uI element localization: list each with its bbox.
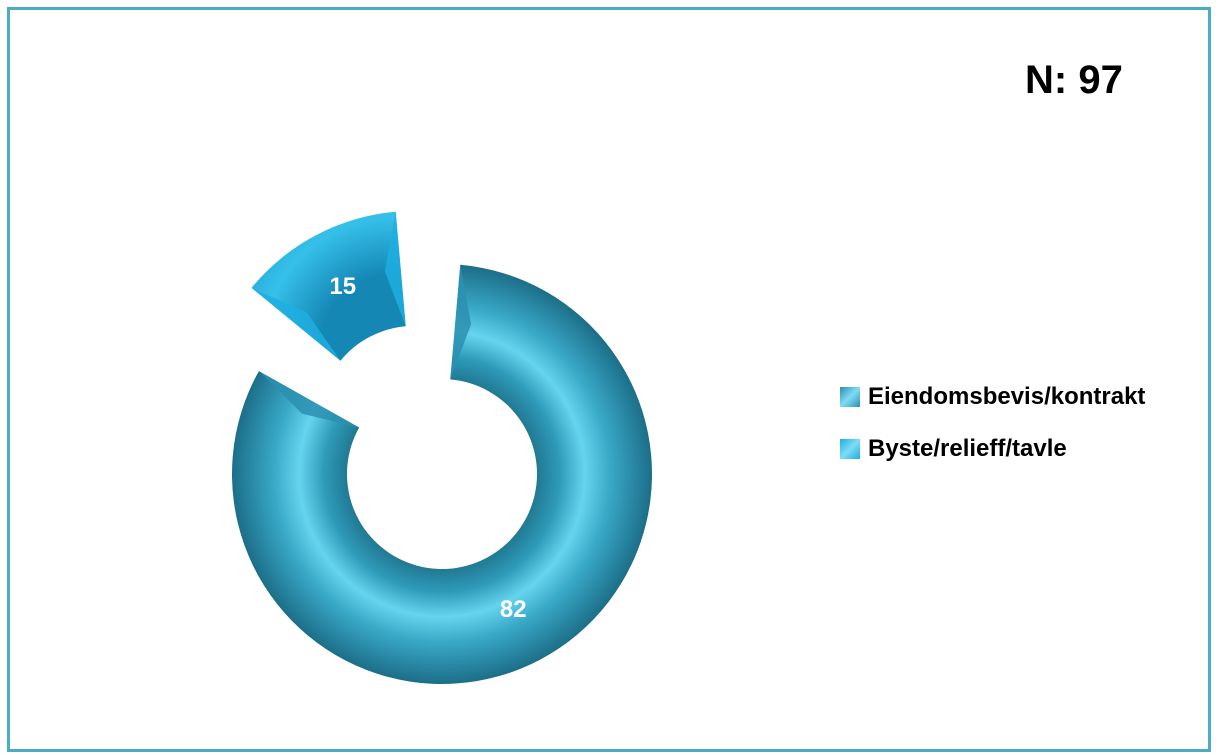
slice-eiendomsbevis [231,264,652,684]
legend-item: Byste/relieff/tavle [840,434,1145,464]
slice-bevel [258,371,360,428]
slice-value-label: 15 [329,273,356,300]
slice-value-label: 82 [500,596,527,623]
legend-swatch [840,439,860,459]
legend-swatch [840,387,860,407]
slice-bevel [384,211,406,327]
slice-byste [251,211,406,361]
legend-label: Byste/relieff/tavle [868,435,1067,462]
legend: Eiendomsbevis/kontrakt Byste/relieff/tav… [840,382,1145,486]
legend-item: Eiendomsbevis/kontrakt [840,382,1145,412]
legend-label: Eiendomsbevis/kontrakt [868,383,1146,410]
slice-bevel [450,264,472,380]
slice-bevel [251,287,341,361]
sample-size-label: N: 97 [1025,58,1123,102]
